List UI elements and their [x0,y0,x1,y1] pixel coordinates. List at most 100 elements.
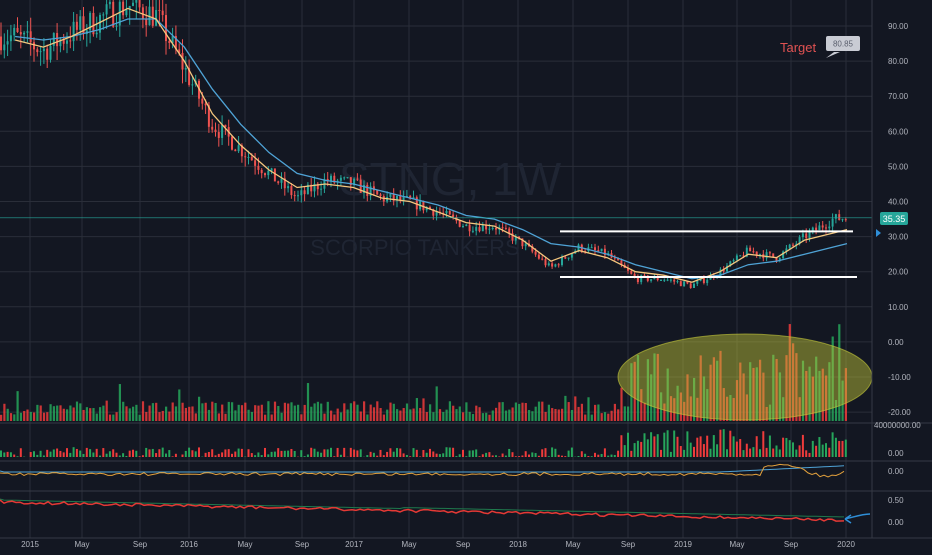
volume-oscillator-bar [815,446,817,457]
volume-oscillator-bar [300,450,302,457]
volume-bar [251,412,253,421]
candle-body [541,259,543,260]
volume-bar [172,402,174,421]
volume-oscillator-bar [116,453,118,457]
volume-oscillator-bar [122,453,124,457]
volume-oscillator-bar [571,448,573,457]
volume-oscillator-bar [541,449,543,457]
volume-oscillator-bar [518,456,520,457]
volume-bar [360,411,362,421]
volume-oscillator-bar [83,454,85,457]
volume-oscillator-bar [769,436,771,457]
volume-oscillator-bar [149,449,151,457]
volume-oscillator-bar [683,450,685,457]
volume-oscillator-bar [86,448,88,457]
volume-oscillator-bar [399,448,401,457]
volume-oscillator-bar [838,441,840,457]
candle-body [168,41,170,43]
volume-oscillator-bar [710,449,712,457]
candle-body [545,259,547,265]
volume-bar [535,407,537,421]
candle-body [538,255,540,259]
volume-oscillator-bar [515,456,517,457]
volume-bar [350,403,352,421]
volume-oscillator-bar [320,453,322,457]
volume-bar [399,411,401,421]
volume-oscillator-bar [205,453,207,457]
volume-oscillator-bar [53,449,55,457]
time-tick-label: Sep [133,540,148,549]
volume-bar [129,408,131,421]
price-tick-label: 40.00 [888,198,909,207]
volume-oscillator-bar [208,452,210,457]
candle-body [231,137,233,150]
volume-bar [320,404,322,421]
volume-bar [376,401,378,421]
volume-oscillator-bar [310,448,312,457]
volume-bar [53,406,55,421]
volume-oscillator-bar [267,454,269,457]
candle-body [43,49,45,51]
volume-bar [102,406,104,421]
candle-body [554,264,556,266]
volume-oscillator-bar [89,449,91,457]
volume-oscillator-bar [752,447,754,457]
volume-oscillator-bar [706,436,708,457]
candle-body [469,225,471,232]
volume-oscillator-bar [429,449,431,457]
volume-oscillator-bar [828,448,830,457]
volume-bar [208,410,210,421]
volume-oscillator-bar [802,435,804,457]
candle-body [475,227,477,231]
volume-oscillator-bar [30,452,32,457]
candle-body [733,260,735,261]
volume-bar [343,403,345,421]
volume-oscillator-bar [389,448,391,457]
target-bubble-value: 80.85 [833,40,854,49]
volume-bar [409,409,411,421]
volume-bar [561,409,563,421]
candle-body [201,99,203,104]
volume-oscillator-bar [224,449,226,457]
volume-bar [63,409,65,421]
last-price-badge: 35.35 [880,212,908,225]
candle-body [739,255,741,256]
candle-body [182,53,184,70]
volume-oscillator-bar [416,450,418,457]
volume-oscillator-bar [531,452,533,457]
volume-oscillator-bar [459,454,461,457]
volume-bar [475,406,477,421]
volume-bar [135,405,137,421]
volume-bar [515,403,517,421]
candle-body [125,9,127,15]
volume-oscillator-bar [772,449,774,457]
candle-body [112,2,114,27]
volume-oscillator-bar [264,448,266,457]
candle-body [436,212,438,216]
volume-oscillator-bar [578,456,580,457]
candle-body [601,249,603,252]
volume-bar [548,405,550,421]
volume-bar [271,415,273,421]
time-tick-label: May [237,540,252,549]
volume-bar [304,405,306,421]
volume-oscillator-bar [380,450,382,457]
time-tick-label: 2019 [674,540,692,549]
candle-body [13,28,15,36]
candle-body [818,225,820,230]
volume-oscillator-bar [191,450,193,457]
volume-oscillator-bar [59,451,61,457]
candle-body [281,178,283,182]
volume-oscillator-bar [317,452,319,457]
volume-oscillator-bar [360,449,362,457]
volume-oscillator-bar [419,456,421,457]
volume-oscillator-bar [221,452,223,457]
volume-bar [541,402,543,421]
volume-oscillator-bar [307,454,309,457]
volume-bar [40,405,42,421]
candle-body [842,219,844,220]
volume-oscillator-bar [304,456,306,457]
candle-body [673,280,675,282]
